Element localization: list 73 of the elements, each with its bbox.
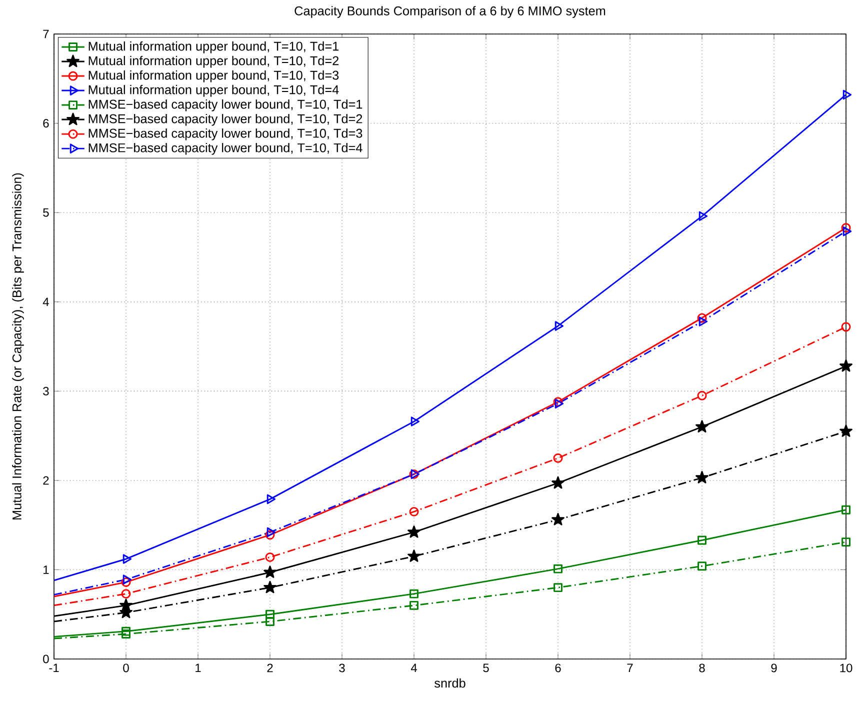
point (842, 90, 852, 100)
point (554, 321, 564, 331)
x-tick-label: 6 (555, 664, 561, 672)
point (410, 416, 420, 426)
point (122, 554, 132, 564)
point (842, 226, 852, 236)
legend-label: MMSE−based capacity lower bound, T=10, Td=4 (88, 142, 362, 155)
point (842, 505, 850, 514)
point (840, 424, 852, 437)
point (121, 577, 131, 587)
point (552, 512, 564, 526)
x-tick-label: -1 (49, 664, 59, 672)
x-tick-label: 10 (840, 664, 852, 672)
point (698, 536, 706, 545)
x-tick-label: 3 (339, 664, 345, 672)
point (697, 313, 707, 323)
point (698, 211, 708, 222)
point (698, 562, 706, 571)
point (266, 610, 274, 619)
point (554, 564, 562, 574)
x-tick-label: 1 (196, 664, 201, 672)
point (841, 223, 851, 232)
point (122, 630, 130, 638)
point (842, 538, 850, 546)
point (698, 316, 708, 326)
point (410, 589, 418, 598)
point (266, 494, 276, 504)
x-tick-label: 9 (771, 664, 777, 672)
x-tick-label: 4 (410, 664, 417, 672)
x-axis-title: snrdb (434, 678, 466, 688)
point (265, 552, 275, 562)
point (408, 550, 420, 562)
x-tick-label: 0 (123, 664, 129, 672)
legend-label: MMSE−based capacity lower bound, T=10, Td=1 (88, 99, 362, 112)
legend-label: Mutual information upper bound, T=10, Td=2 (88, 56, 339, 68)
chart-title: Capacity Bounds Comparison of a 6 by 6 MIMO system (294, 6, 606, 18)
point (696, 420, 708, 432)
legend-label: Mutual information upper bound, T=10, Td=4 (88, 84, 339, 97)
point (265, 530, 275, 540)
x-tick-label: 7 (627, 664, 633, 672)
y-tick-label: 1 (44, 566, 49, 574)
point (266, 527, 276, 538)
point (266, 617, 274, 626)
point (697, 390, 707, 400)
point (410, 600, 418, 610)
y-tick-label: 4 (42, 298, 49, 306)
legend-label: MMSE−based capacity lower bound, T=10, Td=3 (88, 128, 362, 140)
point (409, 506, 419, 516)
point (264, 566, 276, 578)
legend-label: Mutual information upper bound, T=10, Td=1 (88, 41, 339, 54)
point (840, 359, 852, 372)
y-tick-label: 2 (43, 476, 49, 485)
y-tick-label: 6 (43, 119, 49, 128)
y-tick-label: 0 (43, 654, 49, 664)
y-axis-title: Mutual Information Rate (or Capacity), (Bits per Transmission) (12, 173, 24, 520)
point (554, 583, 562, 592)
point (553, 453, 563, 463)
point (122, 626, 130, 636)
point (122, 574, 132, 584)
point (841, 322, 851, 332)
y-tick-label: 7 (43, 30, 49, 38)
x-tick-label: 2 (267, 664, 273, 672)
x-tick-label: 5 (483, 664, 489, 672)
x-tick-label: 8 (699, 664, 705, 672)
point (408, 525, 420, 538)
y-tick-label: 5 (43, 208, 49, 217)
point (264, 580, 276, 594)
legend-label: MMSE−based capacity lower bound, T=10, Td=2 (88, 114, 362, 126)
legend-label: Mutual information upper bound, T=10, Td=3 (88, 70, 339, 82)
y-tick-label: 3 (43, 386, 49, 396)
point (696, 471, 708, 484)
point (552, 476, 564, 489)
point (121, 589, 131, 599)
